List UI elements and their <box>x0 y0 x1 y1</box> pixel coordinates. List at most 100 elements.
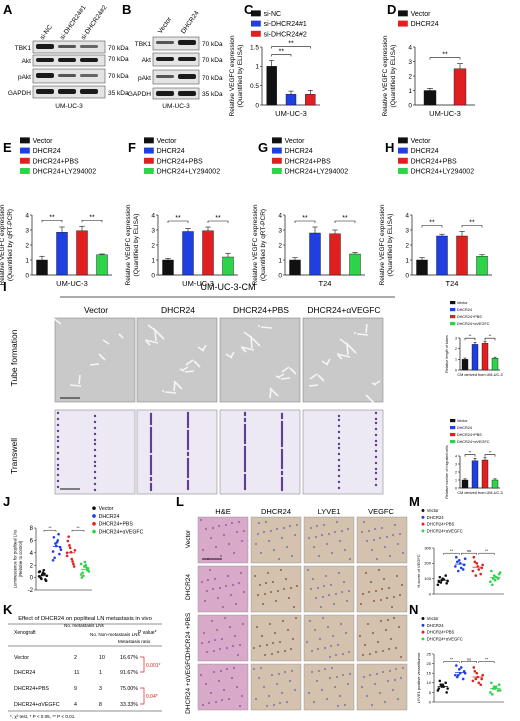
significance-label: ** <box>450 548 454 553</box>
stained-cell <box>324 574 328 578</box>
bar-chart-i-transwell: Vector DHCR24 DHCR24+PBS DHCR24+αVEGFC 0 1 2 3 4… <box>445 418 503 499</box>
transwell-image <box>219 409 301 495</box>
migrated-cell <box>374 471 378 475</box>
legend-label: DHCR24+PBS <box>157 158 203 165</box>
stained-cell <box>204 682 208 686</box>
data-point <box>67 535 70 538</box>
stained-cell <box>329 644 333 648</box>
y-tick-label: 100 <box>424 576 431 581</box>
significance-label: ** <box>485 548 489 553</box>
y-tick-label: 0 <box>455 368 457 372</box>
migrated-cell <box>149 484 153 488</box>
legend-label: DHCR24+αVEGFC <box>427 636 463 641</box>
migrated-cell <box>149 470 153 474</box>
stained-cell <box>314 596 318 600</box>
stained-cell <box>285 700 289 704</box>
tube-segment <box>309 373 318 380</box>
y-tick-label: 0 <box>278 272 282 279</box>
migrated-cell <box>280 450 284 454</box>
stained-cell <box>224 523 228 527</box>
migrated-cell <box>374 483 378 487</box>
data-point <box>459 666 463 669</box>
significance-label: ** <box>469 451 472 455</box>
tube-segment <box>336 353 351 358</box>
migrated-cell <box>337 414 341 418</box>
tube-segment <box>249 335 261 347</box>
blot-strip-gapdh <box>152 87 200 100</box>
stained-cell <box>318 637 322 641</box>
stained-cell <box>238 643 242 647</box>
y-axis-label: Relative VEGFC expression <box>379 204 386 285</box>
data-point <box>437 580 441 584</box>
migrated-cell <box>374 449 378 453</box>
migrated-cell <box>337 424 341 428</box>
x-axis-label: UM-UC-3 <box>182 279 214 288</box>
migrated-cell <box>243 481 247 485</box>
stained-cell <box>370 703 374 707</box>
protein-label: GAPDH <box>8 90 31 97</box>
stained-cell <box>220 698 224 702</box>
stained-cell <box>335 675 339 679</box>
protein-label: Akt <box>22 58 32 65</box>
migrated-cell <box>243 469 247 473</box>
migrated-cell <box>56 485 60 489</box>
stained-cell <box>332 602 336 606</box>
lane-label: DHCR24 <box>180 10 201 36</box>
stained-cell <box>207 701 211 705</box>
migrated-cell <box>186 429 190 433</box>
legend-label: si-NC <box>264 11 282 18</box>
tube-segment <box>225 353 233 359</box>
stained-cell <box>267 539 271 543</box>
stained-cell <box>308 619 312 623</box>
data-point <box>70 557 74 561</box>
stained-cell <box>269 529 273 533</box>
stained-cell <box>223 616 227 620</box>
stained-cell <box>273 631 277 635</box>
y-tick-label: 0.5 <box>250 83 259 90</box>
migrated-cell <box>149 460 153 464</box>
migrated-cell <box>243 445 247 449</box>
stained-cell <box>240 539 244 543</box>
migrated-cell <box>186 415 190 419</box>
migrated-cell <box>337 458 341 462</box>
legend-swatch <box>398 157 408 164</box>
tube-formation-image <box>219 317 301 403</box>
data-point <box>68 544 71 547</box>
stained-cell <box>225 646 229 650</box>
migrated-cell <box>374 417 378 421</box>
migrated-cell <box>243 419 247 423</box>
marker-label: 70 kDa <box>202 75 223 82</box>
stained-cell <box>289 647 293 651</box>
stained-cell <box>385 596 389 600</box>
data-point <box>65 554 69 558</box>
western-blot-b: Vector DHCR24 TBK1 Akt pAkt GAPDH 70 kDa… <box>128 10 223 110</box>
y-tick-label: 3 <box>278 227 282 234</box>
bar <box>329 233 341 276</box>
stained-cell <box>254 697 258 701</box>
tube-formation-image <box>302 317 384 403</box>
migrated-cell <box>149 440 153 444</box>
data-point <box>456 569 460 573</box>
stained-cell <box>307 536 311 540</box>
tube-segment <box>145 340 151 346</box>
legend-label: DHCR24+αVEGFC <box>99 529 144 535</box>
tube-segment <box>173 380 183 390</box>
migrated-cell <box>280 458 284 462</box>
blot-band <box>156 57 174 61</box>
stained-cell <box>346 682 350 686</box>
stained-cell <box>360 530 364 534</box>
y-tick-label: 2 <box>25 242 29 249</box>
bar <box>461 479 469 489</box>
stained-cell <box>322 523 326 527</box>
legend-swatch <box>272 137 282 144</box>
stained-cell <box>389 637 393 641</box>
y-tick-label: 4 <box>455 454 457 458</box>
blot-band <box>156 91 174 96</box>
ihc-stain-image <box>303 663 355 711</box>
stained-cell <box>295 584 299 588</box>
y-tick-label: 0 <box>151 272 155 279</box>
migrated-cell <box>149 456 153 460</box>
stained-cell <box>280 691 284 695</box>
significance-label: ** <box>489 451 492 455</box>
stained-cell <box>399 676 403 680</box>
